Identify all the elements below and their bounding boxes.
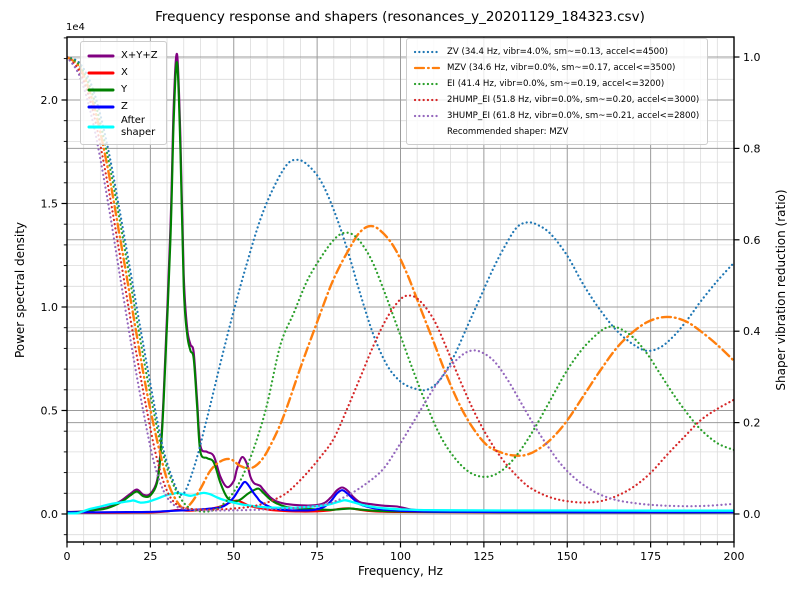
legend-item-psd_x: X bbox=[87, 64, 158, 81]
legend-sample-line bbox=[413, 114, 441, 118]
legend-shapers: ZV (34.4 Hz, vibr=4.0%, sm~=0.13, accel<… bbox=[406, 38, 709, 145]
legend-sample-line bbox=[413, 82, 441, 86]
y-right-tick-label: 0.0 bbox=[743, 508, 761, 521]
legend-recommended-shaper: Recommended shaper: MZV bbox=[413, 124, 699, 140]
legend-item-label: ZV (34.4 Hz, vibr=4.0%, sm~=0.13, accel<… bbox=[447, 47, 668, 57]
legend-item-label: MZV (34.6 Hz, vibr=0.0%, sm~=0.17, accel… bbox=[447, 63, 676, 73]
legend-item-shaper_zv: ZV (34.4 Hz, vibr=4.0%, sm~=0.13, accel<… bbox=[413, 44, 699, 60]
x-tick-label: 25 bbox=[143, 550, 157, 563]
curve-psd_y bbox=[67, 61, 734, 514]
legend-sample-line bbox=[413, 98, 441, 102]
x-tick-label: 0 bbox=[64, 550, 71, 563]
chart-title: Frequency response and shapers (resonanc… bbox=[155, 9, 645, 25]
y-right-tick-label: 0.2 bbox=[743, 417, 761, 430]
y-left-tick-label: 2.0 bbox=[41, 94, 59, 107]
legend-sample-line bbox=[413, 66, 441, 70]
legend-item-sum: X+Y+Z bbox=[87, 47, 158, 64]
legend-item-psd_z: Z bbox=[87, 98, 158, 115]
y-axis-label-left: Power spectral density bbox=[13, 221, 27, 359]
curve-shaper_zv bbox=[67, 55, 734, 496]
legend-item-label: Y bbox=[121, 83, 128, 95]
y-right-tick-label: 0.6 bbox=[743, 234, 761, 247]
x-tick-label: 200 bbox=[724, 550, 745, 563]
legend-footer-label: Recommended shaper: MZV bbox=[447, 127, 569, 137]
y-left-tick-label: 1.5 bbox=[41, 197, 59, 210]
y-right-tick-label: 0.8 bbox=[743, 142, 761, 155]
y-left-tick-label: 0.5 bbox=[41, 404, 59, 417]
legend-item-label: X+Y+Z bbox=[121, 49, 158, 61]
legend-item-label: 3HUMP_EI (61.8 Hz, vibr=0.0%, sm~=0.21, … bbox=[447, 111, 700, 121]
legend-item-shaper_2hump_ei: 2HUMP_EI (51.8 Hz, vibr=0.0%, sm~=0.20, … bbox=[413, 92, 699, 108]
y-right-tick-label: 0.4 bbox=[743, 325, 761, 338]
legend-item-label: After shaper bbox=[121, 115, 156, 138]
legend-psd-series: X+Y+Z X Y Z After shaper bbox=[80, 41, 167, 145]
curve-shaper_2hump_ei bbox=[67, 55, 734, 511]
y-right-tick-label: 1.0 bbox=[743, 51, 761, 64]
legend-sample-line bbox=[413, 50, 441, 54]
y-left-tick-label: 0.0 bbox=[41, 508, 59, 521]
legend-item-shaper_3hump_ei: 3HUMP_EI (61.8 Hz, vibr=0.0%, sm~=0.21, … bbox=[413, 108, 699, 124]
curve-shaper_ei bbox=[67, 55, 734, 513]
curve-shaper_mzv bbox=[67, 55, 734, 511]
x-tick-label: 150 bbox=[557, 550, 578, 563]
x-tick-label: 125 bbox=[473, 550, 494, 563]
legend-item-after_shaper: After shaper bbox=[87, 115, 158, 139]
legend-sample-line bbox=[87, 125, 115, 129]
y-axis-label-right: Shaper vibration reduction (ratio) bbox=[774, 189, 788, 391]
legend-item-label: X bbox=[121, 66, 128, 78]
legend-sample-line bbox=[87, 71, 115, 74]
legend-item-shaper_ei: EI (41.4 Hz, vibr=0.0%, sm~=0.19, accel<… bbox=[413, 76, 699, 92]
x-tick-label: 175 bbox=[640, 550, 661, 563]
x-tick-label: 100 bbox=[390, 550, 411, 563]
legend-item-label: 2HUMP_EI (51.8 Hz, vibr=0.0%, sm~=0.20, … bbox=[447, 95, 700, 105]
legend-item-shaper_mzv: MZV (34.6 Hz, vibr=0.0%, sm~=0.17, accel… bbox=[413, 60, 699, 76]
x-axis-label: Frequency, Hz bbox=[358, 564, 443, 578]
y-left-tick-label: 1.0 bbox=[41, 301, 59, 314]
x-tick-label: 75 bbox=[310, 550, 324, 563]
legend-sample-line bbox=[87, 105, 115, 108]
x-tick-label: 50 bbox=[227, 550, 241, 563]
legend-sample-line bbox=[87, 54, 115, 57]
curve-after_shaper bbox=[67, 491, 734, 515]
legend-item-psd_y: Y bbox=[87, 81, 158, 98]
curve-shaper_3hump_ei bbox=[67, 55, 734, 512]
y-axis-offset-label: 1e4 bbox=[66, 22, 85, 33]
legend-sample-line bbox=[87, 88, 115, 91]
legend-item-label: EI (41.4 Hz, vibr=0.0%, sm~=0.19, accel<… bbox=[447, 79, 665, 89]
legend-item-label: Z bbox=[121, 100, 128, 112]
